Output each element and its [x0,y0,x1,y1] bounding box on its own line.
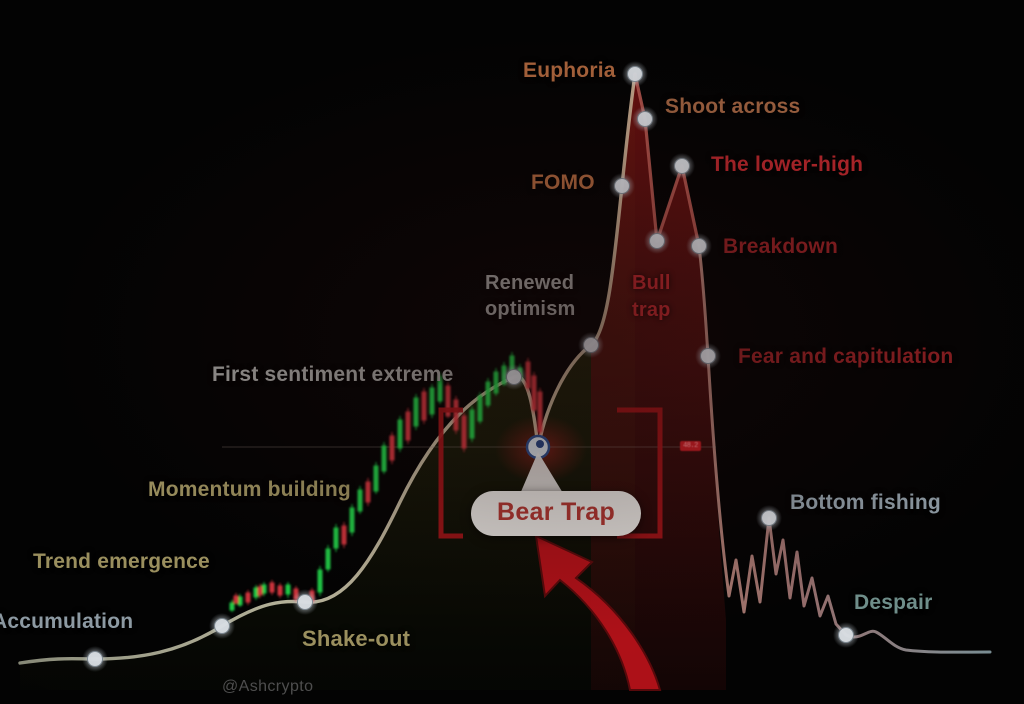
node-sentiment [506,369,522,385]
label-renewed-optimism-1: Renewed [485,272,575,294]
node-shakeout [297,594,313,610]
node-bulltrap-low [649,233,665,249]
label-the-lower-high: The lower-high [711,153,864,176]
downtrend-curve [697,244,992,654]
label-breakdown: Breakdown [723,235,838,258]
bear-trap-node-center [536,440,544,448]
label-fear-and-capitulation: Fear and capitulation [738,345,954,368]
node-lowerhigh [674,158,690,174]
node-accumulation [87,651,103,667]
label-bottom-fishing: Bottom fishing [790,491,941,514]
node-fomo [614,178,630,194]
label-fomo: FOMO [531,171,595,194]
label-accumulation: Accumulation [0,610,134,633]
price-tag-badge: 48.2 [680,441,701,451]
label-shake-out: Shake-out [302,626,411,651]
bear-trap-label: Bear Trap [497,498,616,526]
node-breakdown [691,238,707,254]
label-shoot-across: Shoot across [665,95,801,118]
watermark: @Ashcrypto [222,678,314,695]
node-bottomfishing [761,510,777,526]
label-trend-emergence: Trend emergence [33,550,210,573]
node-despair [838,627,854,643]
label-euphoria: Euphoria [523,59,616,82]
label-first-sentiment-extreme: First sentiment extreme [212,363,454,386]
bull-trap-area-fill [591,74,726,690]
node-shoot [637,111,653,127]
label-despair: Despair [854,591,933,614]
label-bull-trap-1: Bull [632,272,671,294]
node-fear [700,348,716,364]
label-momentum-building: Momentum building [148,478,351,501]
node-euphoria [627,66,643,82]
label-renewed-optimism-2: optimism [485,298,576,320]
node-renewed [583,337,599,353]
label-bull-trap-2: trap [632,299,671,321]
bear-trap-callout[interactable]: Bear Trap [471,491,642,536]
node-trend [214,618,230,634]
